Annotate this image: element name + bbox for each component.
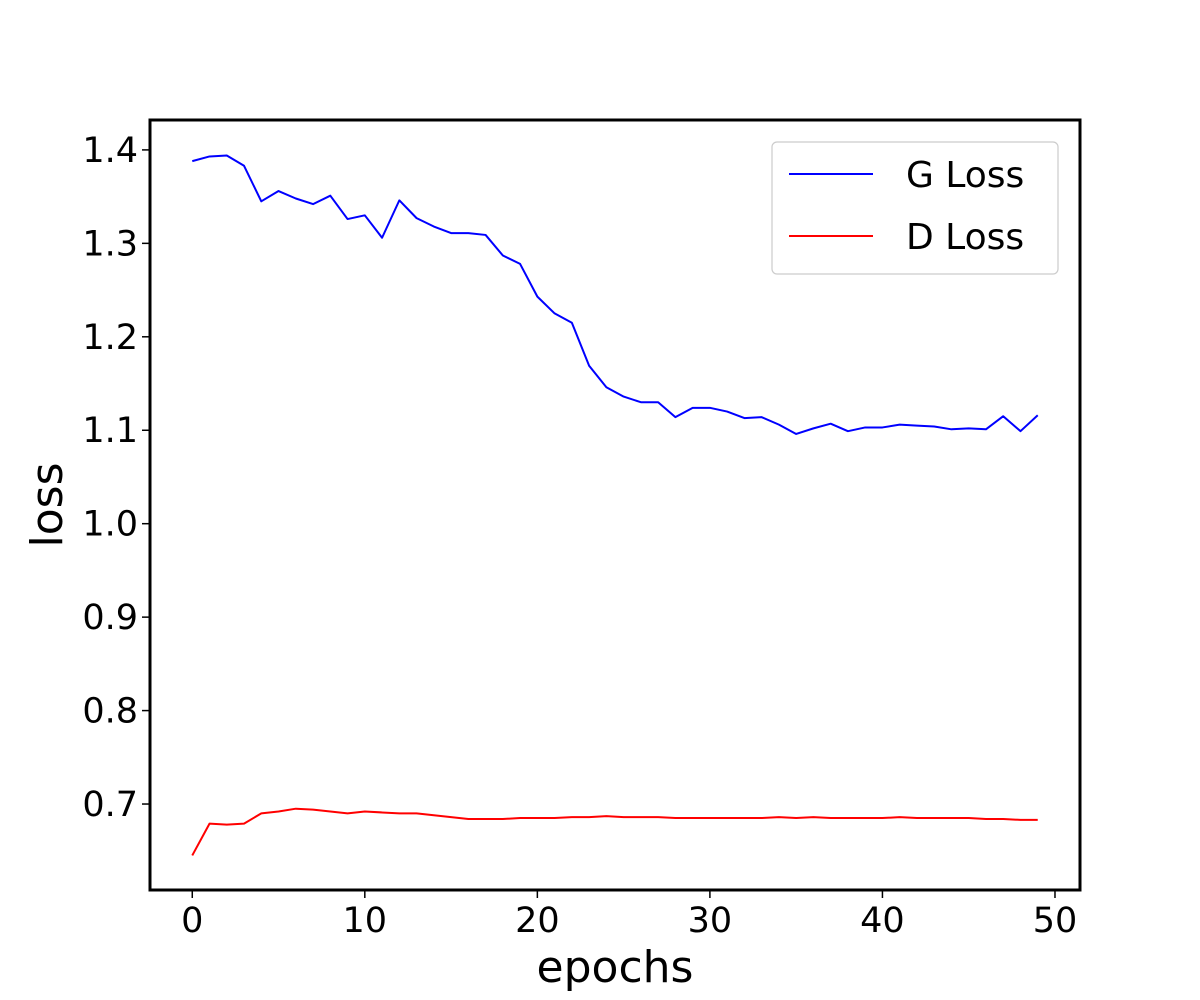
legend-label-d-loss: D Loss bbox=[906, 217, 1024, 258]
plot-frame bbox=[148, 118, 1082, 892]
x-tick-label: 50 bbox=[1033, 901, 1078, 941]
y-tick-label: 1.2 bbox=[82, 318, 138, 358]
y-tick-label: 0.7 bbox=[82, 785, 138, 825]
x-tick-label: 0 bbox=[181, 901, 203, 941]
series-line-d-loss bbox=[191, 807, 1038, 856]
x-tick-label: 20 bbox=[515, 901, 560, 941]
series-line-g-loss bbox=[192, 154, 1039, 435]
y-tick-label: 0.8 bbox=[82, 692, 138, 732]
y-tick-label: 1.1 bbox=[82, 411, 138, 451]
y-tick-label: 0.9 bbox=[82, 598, 138, 638]
y-axis-label: loss bbox=[22, 463, 73, 548]
x-tick-label: 40 bbox=[860, 901, 905, 941]
legend-label-g-loss: G Loss bbox=[906, 155, 1024, 196]
y-tick-label: 1.0 bbox=[82, 505, 138, 545]
x-axis: 0 10 20 30 40 50 bbox=[181, 890, 1077, 941]
x-tick-label: 10 bbox=[343, 901, 388, 941]
y-tick-label: 1.4 bbox=[82, 131, 138, 171]
series-layer bbox=[191, 154, 1039, 856]
x-axis-label: epochs bbox=[537, 942, 694, 993]
x-tick-label: 30 bbox=[688, 901, 733, 941]
y-tick-label: 1.3 bbox=[82, 224, 138, 264]
y-axis: 0.7 0.8 0.9 1.0 1.1 1.2 1.3 1.4 bbox=[82, 131, 150, 825]
legend: G Loss D Loss bbox=[771, 141, 1059, 275]
